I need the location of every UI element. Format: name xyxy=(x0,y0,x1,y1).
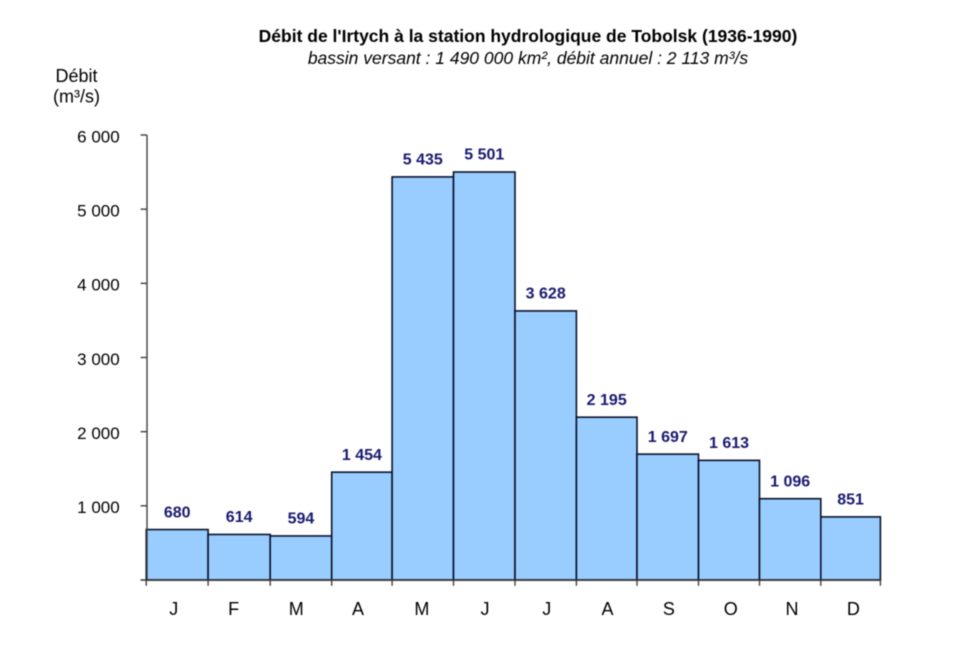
svg-text:(m³/s): (m³/s) xyxy=(53,87,100,107)
svg-text:1 697: 1 697 xyxy=(648,429,688,446)
svg-text:4 000: 4 000 xyxy=(77,276,120,295)
svg-text:1 613: 1 613 xyxy=(709,435,749,452)
svg-text:6 000: 6 000 xyxy=(77,127,120,146)
svg-text:J: J xyxy=(542,599,551,619)
svg-text:S: S xyxy=(663,599,675,619)
svg-text:851: 851 xyxy=(837,492,864,509)
svg-text:1 096: 1 096 xyxy=(770,473,810,490)
svg-text:594: 594 xyxy=(288,511,315,528)
svg-text:680: 680 xyxy=(164,504,191,521)
svg-text:Débit: Débit xyxy=(55,66,97,86)
svg-text:N: N xyxy=(786,599,799,619)
svg-text:2 195: 2 195 xyxy=(587,392,627,409)
svg-text:M: M xyxy=(289,599,304,619)
svg-text:J: J xyxy=(169,599,178,619)
svg-text:2 000: 2 000 xyxy=(77,424,120,443)
svg-text:Débit de l'Irtych à la station: Débit de l'Irtych à la station hydrologi… xyxy=(259,26,798,46)
svg-text:1 000: 1 000 xyxy=(77,498,120,517)
svg-text:3 000: 3 000 xyxy=(77,350,120,369)
svg-text:A: A xyxy=(352,599,364,619)
svg-text:5 435: 5 435 xyxy=(403,152,443,169)
svg-text:J: J xyxy=(480,599,489,619)
svg-text:3 628: 3 628 xyxy=(526,286,566,303)
svg-text:M: M xyxy=(414,599,429,619)
svg-text:D: D xyxy=(847,599,860,619)
svg-text:614: 614 xyxy=(226,509,253,526)
svg-text:bassin versant : 1 490 000 km²: bassin versant : 1 490 000 km², débit an… xyxy=(308,48,749,68)
svg-text:5 000: 5 000 xyxy=(77,201,120,220)
svg-text:A: A xyxy=(602,599,614,619)
svg-text:1 454: 1 454 xyxy=(342,447,382,464)
svg-text:5 501: 5 501 xyxy=(464,147,504,164)
svg-text:O: O xyxy=(724,599,738,619)
svg-text:F: F xyxy=(228,599,239,619)
